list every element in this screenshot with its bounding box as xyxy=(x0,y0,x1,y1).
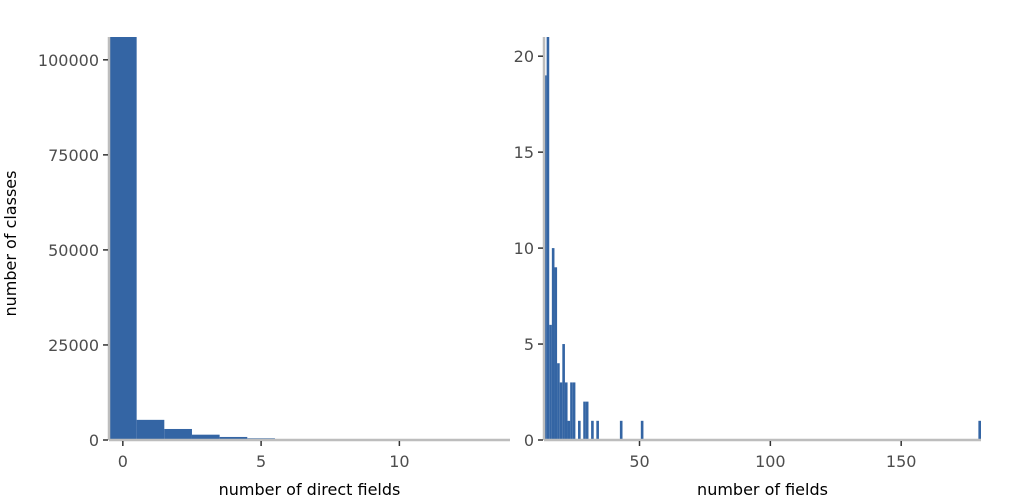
x-tick-label: 150 xyxy=(886,452,917,471)
histogram-bar xyxy=(564,382,568,440)
y-tick-label: 20 xyxy=(514,47,534,66)
x-tick-label: 50 xyxy=(629,452,649,471)
y-tick-label: 15 xyxy=(514,143,534,162)
y-tick-label: 25000 xyxy=(48,336,99,355)
histogram-bar xyxy=(570,382,573,440)
histogram-bar xyxy=(554,267,558,440)
histogram-bar xyxy=(559,382,563,440)
y-tick-label: 10 xyxy=(514,239,534,258)
histogram-bar xyxy=(557,363,560,440)
histogram-bar xyxy=(619,420,623,440)
histogram-bar xyxy=(551,248,555,440)
histogram-bar xyxy=(572,382,576,440)
x-tick-label: 100 xyxy=(755,452,786,471)
histogram-bar xyxy=(544,75,547,440)
x-axis-title: number of direct fields xyxy=(219,480,401,499)
x-tick-label: 0 xyxy=(118,452,128,471)
y-axis-title: number of classes xyxy=(1,171,20,317)
y-tick-label: 0 xyxy=(524,431,534,450)
histogram-bar xyxy=(578,420,581,440)
x-tick-label: 5 xyxy=(256,452,266,471)
y-tick-label: 75000 xyxy=(48,146,99,165)
y-tick-label: 50000 xyxy=(48,241,99,260)
histogram-bar xyxy=(109,37,137,440)
histogram-bar xyxy=(219,436,248,440)
y-tick-label: 100000 xyxy=(38,51,99,70)
histogram-bar xyxy=(164,428,192,440)
histogram-bar xyxy=(546,37,550,440)
histogram-bar xyxy=(585,401,589,440)
panel-fields: 0 5 10 15 20 50 100 150 number of fields xyxy=(514,37,981,499)
panel-direct-fields: 0 25000 50000 75000 100000 0 5 10 number of dire… xyxy=(1,37,510,499)
y-tick-label: 5 xyxy=(524,335,534,354)
x-axis-title: number of fields xyxy=(697,480,828,499)
histogram-bar xyxy=(549,324,552,440)
histogram-bar xyxy=(591,420,594,440)
histogram-bar xyxy=(978,420,981,440)
histogram-bar xyxy=(596,420,599,440)
histogram-bar xyxy=(583,401,586,440)
histogram-bar xyxy=(562,344,565,440)
histogram-bar xyxy=(640,420,644,440)
histogram-bar xyxy=(191,434,220,440)
x-tick-label: 10 xyxy=(389,452,409,471)
histogram-bar xyxy=(567,420,571,440)
histogram-bar xyxy=(136,419,165,440)
y-tick-label: 0 xyxy=(89,431,99,450)
